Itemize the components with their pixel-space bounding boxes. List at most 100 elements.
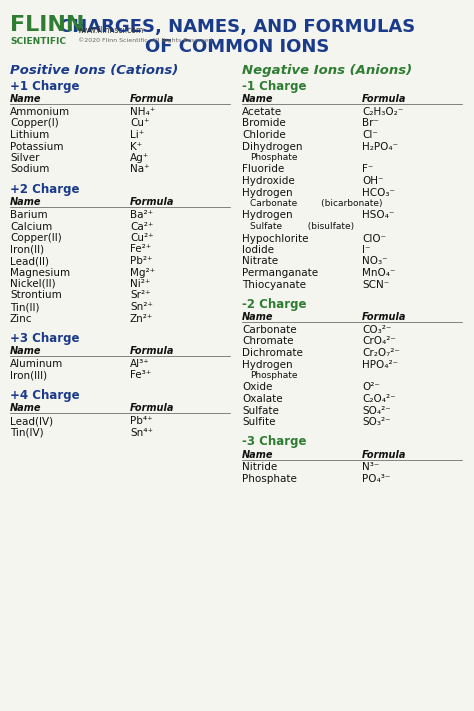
Text: SO₃²⁻: SO₃²⁻ bbox=[362, 417, 391, 427]
Text: C₂O₄²⁻: C₂O₄²⁻ bbox=[362, 394, 396, 404]
Text: I⁻: I⁻ bbox=[362, 245, 371, 255]
Text: N³⁻: N³⁻ bbox=[362, 462, 379, 473]
Text: Strontium: Strontium bbox=[10, 291, 62, 301]
Text: Thiocyanate: Thiocyanate bbox=[242, 279, 306, 289]
Text: Cu²⁺: Cu²⁺ bbox=[130, 233, 154, 243]
Text: Phosphate: Phosphate bbox=[242, 474, 297, 484]
Text: Nitride: Nitride bbox=[242, 462, 277, 473]
Text: Negative Ions (Anions): Negative Ions (Anions) bbox=[242, 64, 412, 77]
Text: K⁺: K⁺ bbox=[130, 141, 142, 151]
Text: HSO₄⁻: HSO₄⁻ bbox=[362, 210, 394, 220]
Text: +4 Charge: +4 Charge bbox=[10, 389, 80, 402]
Text: O²⁻: O²⁻ bbox=[362, 383, 380, 392]
Text: Phosphate: Phosphate bbox=[250, 153, 298, 162]
Text: Name: Name bbox=[10, 197, 42, 207]
Text: +3 Charge: +3 Charge bbox=[10, 332, 80, 345]
Text: Nitrate: Nitrate bbox=[242, 257, 278, 267]
Text: Name: Name bbox=[10, 403, 42, 413]
Text: Sulfate              (bisulfate): Sulfate (bisulfate) bbox=[250, 222, 354, 231]
Text: Barium: Barium bbox=[10, 210, 47, 220]
Text: Cl⁻: Cl⁻ bbox=[362, 130, 378, 140]
Text: Carbonate: Carbonate bbox=[242, 325, 297, 335]
Text: H₂PO₄⁻: H₂PO₄⁻ bbox=[362, 141, 398, 151]
Text: Zn²⁺: Zn²⁺ bbox=[130, 314, 154, 324]
Text: Potassium: Potassium bbox=[10, 141, 64, 151]
Text: Silver: Silver bbox=[10, 153, 39, 163]
Text: Sulfite: Sulfite bbox=[242, 417, 275, 427]
Text: Carbonate             (bicarbonate): Carbonate (bicarbonate) bbox=[250, 199, 383, 208]
Text: Magnesium: Magnesium bbox=[10, 267, 70, 277]
Text: www.flinnsci.com: www.flinnsci.com bbox=[78, 26, 144, 35]
Text: Copper(II): Copper(II) bbox=[10, 233, 62, 243]
Text: Tin(IV): Tin(IV) bbox=[10, 427, 44, 437]
Text: Phosphate: Phosphate bbox=[250, 371, 298, 380]
Text: HPO₄²⁻: HPO₄²⁻ bbox=[362, 360, 398, 370]
Text: Br⁻: Br⁻ bbox=[362, 119, 379, 129]
Text: Hypochlorite: Hypochlorite bbox=[242, 233, 309, 243]
Text: Fe³⁺: Fe³⁺ bbox=[130, 370, 151, 380]
Text: C₂H₃O₂⁻: C₂H₃O₂⁻ bbox=[362, 107, 403, 117]
Text: -2 Charge: -2 Charge bbox=[242, 298, 307, 311]
Text: Chromate: Chromate bbox=[242, 336, 293, 346]
Text: +2 Charge: +2 Charge bbox=[10, 183, 80, 196]
Text: -3 Charge: -3 Charge bbox=[242, 436, 307, 449]
Text: Formula: Formula bbox=[130, 197, 174, 207]
Text: Iron(III): Iron(III) bbox=[10, 370, 47, 380]
Text: Permanganate: Permanganate bbox=[242, 268, 318, 278]
Text: Name: Name bbox=[242, 449, 273, 459]
Text: Hydrogen: Hydrogen bbox=[242, 188, 292, 198]
Text: Ammonium: Ammonium bbox=[10, 107, 70, 117]
Text: Cu⁺: Cu⁺ bbox=[130, 119, 149, 129]
Text: Formula: Formula bbox=[362, 94, 407, 104]
Text: Cr₂O₇²⁻: Cr₂O₇²⁻ bbox=[362, 348, 400, 358]
Text: Hydroxide: Hydroxide bbox=[242, 176, 295, 186]
Text: Fluoride: Fluoride bbox=[242, 164, 284, 174]
Text: PO₄³⁻: PO₄³⁻ bbox=[362, 474, 391, 484]
Text: Name: Name bbox=[242, 94, 273, 104]
Text: OH⁻: OH⁻ bbox=[362, 176, 383, 186]
Text: +1 Charge: +1 Charge bbox=[10, 80, 80, 93]
Text: Iron(II): Iron(II) bbox=[10, 245, 44, 255]
Text: Hydrogen: Hydrogen bbox=[242, 360, 292, 370]
Text: Chloride: Chloride bbox=[242, 130, 286, 140]
Text: Oxide: Oxide bbox=[242, 383, 273, 392]
Text: CO₃²⁻: CO₃²⁻ bbox=[362, 325, 392, 335]
Text: Sulfate: Sulfate bbox=[242, 405, 279, 415]
Text: -1 Charge: -1 Charge bbox=[242, 80, 307, 93]
Text: Formula: Formula bbox=[130, 94, 174, 104]
Text: Formula: Formula bbox=[130, 403, 174, 413]
Text: OF COMMON IONS: OF COMMON IONS bbox=[145, 38, 329, 56]
Text: Lead(II): Lead(II) bbox=[10, 256, 49, 266]
Text: HCO₃⁻: HCO₃⁻ bbox=[362, 188, 395, 198]
Text: NH₄⁺: NH₄⁺ bbox=[130, 107, 155, 117]
Text: F⁻: F⁻ bbox=[362, 164, 374, 174]
Text: Iodide: Iodide bbox=[242, 245, 274, 255]
Text: Positive Ions (Cations): Positive Ions (Cations) bbox=[10, 64, 178, 77]
Text: Formula: Formula bbox=[362, 449, 407, 459]
Text: MnO₄⁻: MnO₄⁻ bbox=[362, 268, 395, 278]
Text: Ba²⁺: Ba²⁺ bbox=[130, 210, 153, 220]
Text: Formula: Formula bbox=[130, 346, 174, 356]
Text: CHARGES, NAMES, AND FORMULAS: CHARGES, NAMES, AND FORMULAS bbox=[59, 18, 415, 36]
Text: Copper(I): Copper(I) bbox=[10, 119, 59, 129]
Text: SCIENTIFIC: SCIENTIFIC bbox=[10, 37, 66, 46]
Text: Dihydrogen: Dihydrogen bbox=[242, 141, 302, 151]
Text: Oxalate: Oxalate bbox=[242, 394, 283, 404]
Text: Sn²⁺: Sn²⁺ bbox=[130, 302, 153, 312]
Text: ©2020 Flinn Scientific. All Rights Reserved: ©2020 Flinn Scientific. All Rights Reser… bbox=[78, 37, 212, 43]
Text: Al³⁺: Al³⁺ bbox=[130, 359, 150, 369]
Text: Name: Name bbox=[10, 346, 42, 356]
Text: Nickel(II): Nickel(II) bbox=[10, 279, 55, 289]
Text: Hydrogen: Hydrogen bbox=[242, 210, 292, 220]
Text: Bromide: Bromide bbox=[242, 119, 286, 129]
Text: Sn⁴⁺: Sn⁴⁺ bbox=[130, 427, 153, 437]
Text: Formula: Formula bbox=[362, 312, 407, 322]
Text: Ni²⁺: Ni²⁺ bbox=[130, 279, 150, 289]
Text: Sodium: Sodium bbox=[10, 164, 49, 174]
Text: Name: Name bbox=[10, 94, 42, 104]
Text: Fe²⁺: Fe²⁺ bbox=[130, 245, 151, 255]
Text: Name: Name bbox=[242, 312, 273, 322]
Text: Dichromate: Dichromate bbox=[242, 348, 303, 358]
Text: Calcium: Calcium bbox=[10, 222, 52, 232]
Text: Aluminum: Aluminum bbox=[10, 359, 63, 369]
